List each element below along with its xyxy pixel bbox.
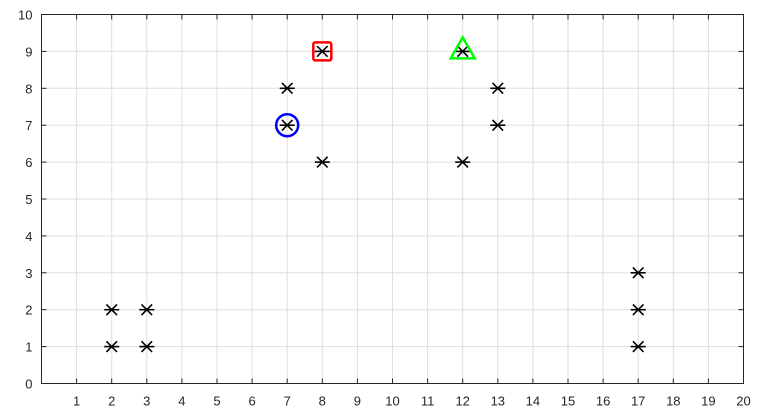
asterisk-point xyxy=(630,340,646,353)
highlight-triangle-marker xyxy=(448,34,477,60)
x-tick-label: 17 xyxy=(631,394,645,409)
asterisk-point xyxy=(139,303,155,316)
y-tick-label: 1 xyxy=(25,340,32,355)
grid xyxy=(41,14,744,384)
y-tick-label: 3 xyxy=(25,266,32,281)
x-tick-label: 13 xyxy=(491,394,505,409)
asterisk-point xyxy=(630,303,646,316)
x-tick-label: 1 xyxy=(73,394,80,409)
highlight-square-marker xyxy=(312,41,333,62)
x-tick-label: 5 xyxy=(213,394,220,409)
x-tick-label: 3 xyxy=(143,394,150,409)
y-tick-label: 10 xyxy=(18,8,32,23)
highlight-circle-marker xyxy=(274,112,300,138)
asterisk-point xyxy=(455,156,471,168)
asterisk-point xyxy=(630,266,646,279)
x-tick-label: 18 xyxy=(666,394,680,409)
x-tick-label: 12 xyxy=(455,394,469,409)
asterisk-point xyxy=(455,45,471,58)
x-tick-label: 19 xyxy=(701,394,715,409)
x-tick-labels: 1 2 3 4 5 6 7 8 9 10 11 12 13 14 15 16 17 18 19 20 xyxy=(73,394,751,409)
y-tick-label: 2 xyxy=(25,303,32,318)
x-tick-label: 11 xyxy=(421,394,435,409)
asterisk-point xyxy=(279,119,295,132)
x-tick-label: 10 xyxy=(385,394,399,409)
asterisk-point xyxy=(104,340,120,353)
x-tick-label: 4 xyxy=(178,394,185,409)
y-tick-label: 8 xyxy=(25,81,32,96)
y-tick-labels: 0 1 2 3 4 5 6 7 8 9 10 xyxy=(18,8,32,392)
x-tick-label: 7 xyxy=(284,394,291,409)
y-tick-label: 7 xyxy=(25,118,32,133)
x-tick-label: 6 xyxy=(248,394,255,409)
x-tick-label: 9 xyxy=(354,394,361,409)
asterisk-point xyxy=(490,82,506,95)
x-tick-label: 8 xyxy=(319,394,326,409)
x-tick-label: 2 xyxy=(108,394,115,409)
asterisk-point xyxy=(314,45,330,58)
x-tick-label: 15 xyxy=(561,394,575,409)
data-markers xyxy=(104,34,646,353)
y-tick-label: 4 xyxy=(25,229,32,244)
x-tick-label: 16 xyxy=(596,394,610,409)
axes-box xyxy=(41,14,744,384)
y-tick-label: 6 xyxy=(25,155,32,170)
asterisk-point xyxy=(490,119,506,132)
y-tick-label: 9 xyxy=(25,44,32,59)
y-tick-label: 0 xyxy=(25,377,32,392)
asterisk-point xyxy=(104,303,120,316)
x-tick-label: 20 xyxy=(736,394,750,409)
asterisk-point xyxy=(139,340,155,353)
asterisk-point xyxy=(314,156,330,168)
x-tick-label: 14 xyxy=(526,394,540,409)
y-tick-label: 5 xyxy=(25,192,32,207)
asterisk-point xyxy=(279,82,295,95)
